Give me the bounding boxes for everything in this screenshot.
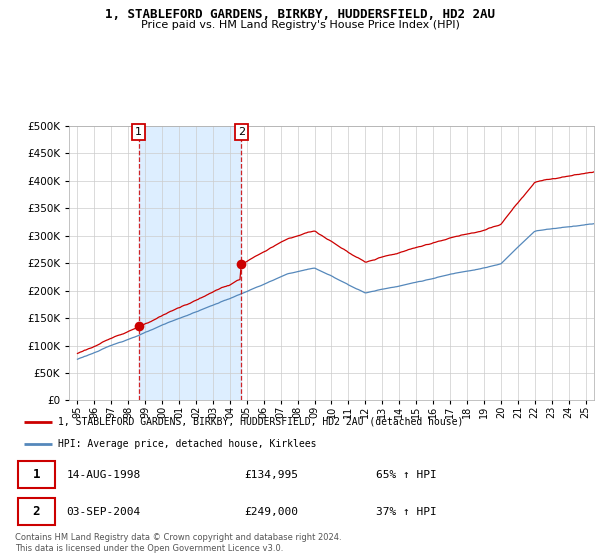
Text: 2: 2: [33, 505, 40, 518]
Text: 37% ↑ HPI: 37% ↑ HPI: [376, 507, 437, 517]
FancyBboxPatch shape: [18, 461, 55, 488]
Text: 65% ↑ HPI: 65% ↑ HPI: [376, 470, 437, 479]
Text: Price paid vs. HM Land Registry's House Price Index (HPI): Price paid vs. HM Land Registry's House …: [140, 20, 460, 30]
Text: HPI: Average price, detached house, Kirklees: HPI: Average price, detached house, Kirk…: [58, 438, 316, 449]
Text: 2: 2: [238, 127, 245, 137]
Bar: [139, 126, 241, 400]
Text: £134,995: £134,995: [244, 470, 298, 479]
Text: 1, STABLEFORD GARDENS, BIRKBY, HUDDERSFIELD, HD2 2AU (detached house): 1, STABLEFORD GARDENS, BIRKBY, HUDDERSFI…: [58, 417, 463, 427]
Text: Contains HM Land Registry data © Crown copyright and database right 2024.
This d: Contains HM Land Registry data © Crown c…: [15, 533, 341, 553]
Text: 03-SEP-2004: 03-SEP-2004: [67, 507, 141, 517]
FancyBboxPatch shape: [18, 498, 55, 525]
Text: £249,000: £249,000: [244, 507, 298, 517]
Text: 1: 1: [135, 127, 142, 137]
Text: 14-AUG-1998: 14-AUG-1998: [67, 470, 141, 479]
Text: 1, STABLEFORD GARDENS, BIRKBY, HUDDERSFIELD, HD2 2AU: 1, STABLEFORD GARDENS, BIRKBY, HUDDERSFI…: [105, 8, 495, 21]
Text: 1: 1: [33, 468, 40, 481]
